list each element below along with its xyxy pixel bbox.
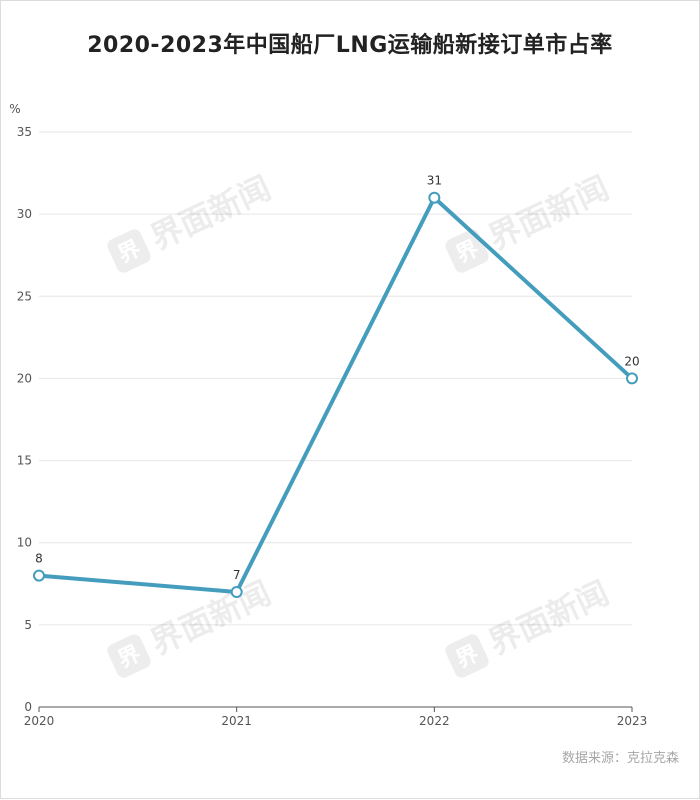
chart-title: 2020-2023年中国船厂LNG运输船新接订单市占率 (87, 33, 613, 58)
y-axis-ticks: 0 5 10 15 20 25 30 35 (17, 125, 32, 714)
data-points (33, 191, 638, 598)
y-tick-label: 30 (17, 207, 32, 221)
data-labels: 8 7 31 20 (35, 174, 639, 582)
y-tick-label: 20 (17, 371, 32, 385)
watermark-logo-icon (445, 634, 489, 678)
watermark-logo-icon (445, 229, 489, 273)
data-label: 7 (233, 568, 241, 582)
x-tick-label: 2022 (419, 714, 450, 728)
watermark: 界界面新闻 (445, 169, 615, 273)
x-tick-label: 2023 (617, 714, 648, 728)
data-point (428, 191, 441, 204)
data-point (33, 569, 45, 582)
y-tick-label: 15 (17, 454, 32, 468)
data-point (626, 372, 638, 385)
watermark: 界界面新闻 (445, 574, 615, 678)
data-label: 8 (35, 552, 43, 566)
data-source: 数据来源：克拉克森 (561, 751, 679, 766)
x-axis-ticks: 2020 2021 2022 2023 (24, 707, 648, 728)
y-axis-unit-label: % (9, 102, 20, 116)
y-tick-label: 5 (24, 618, 32, 632)
y-tick-label: 35 (17, 125, 32, 139)
watermarks: 界界面新闻界界面新闻界 界面新闻界界面新闻 (107, 169, 615, 678)
x-tick-label: 2021 (221, 714, 252, 728)
gridlines (39, 131, 632, 626)
series-line (37, 195, 634, 594)
watermark-text: 界面新闻 (483, 169, 615, 258)
watermark-logo-icon (107, 229, 151, 273)
data-point (230, 586, 243, 598)
y-tick-label: 25 (17, 289, 32, 303)
x-tick-label: 2020 (24, 714, 55, 728)
watermark: 界界面新闻 (107, 169, 277, 273)
watermark-text: 界面新闻 (483, 574, 615, 663)
watermark-logo-icon (107, 634, 151, 678)
data-label: 31 (427, 174, 442, 188)
y-tick-label: 10 (17, 536, 32, 550)
data-label: 20 (624, 354, 639, 368)
y-tick-label: 0 (24, 700, 32, 714)
watermark-text: 界面新闻 (145, 169, 277, 258)
